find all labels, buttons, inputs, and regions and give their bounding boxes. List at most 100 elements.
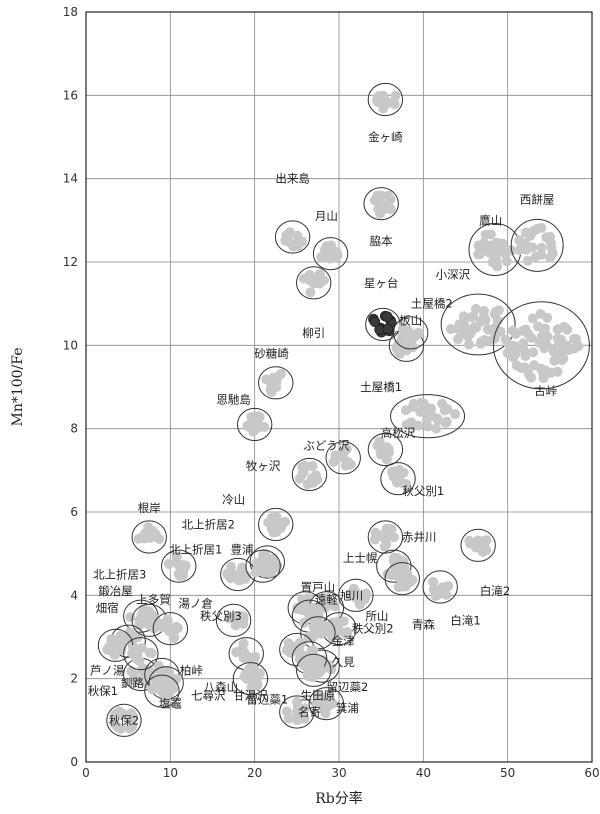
data-point	[306, 645, 317, 656]
data-point	[299, 703, 310, 714]
cluster-label: 柳引	[302, 326, 325, 340]
x-tick-label: 50	[500, 766, 515, 780]
cluster-label: 豊浦	[231, 543, 254, 557]
cluster-group	[291, 457, 328, 492]
plot-frame	[85, 11, 593, 763]
data-point	[103, 642, 114, 653]
data-point	[464, 535, 475, 546]
data-point	[520, 351, 531, 362]
cluster-label: 白滝1	[450, 613, 480, 627]
data-point	[381, 539, 392, 550]
cluster-ellipse	[367, 520, 404, 554]
data-point	[325, 244, 336, 255]
x-tick-label: 60	[584, 766, 599, 780]
cluster-group	[308, 687, 345, 721]
cluster-group	[492, 301, 590, 390]
cluster-group	[390, 394, 466, 439]
data-point	[297, 236, 308, 247]
plot-border	[85, 11, 593, 763]
cluster-label: 柏峠	[180, 663, 203, 677]
data-point	[239, 647, 250, 658]
data-point	[264, 568, 275, 579]
cluster-group	[384, 562, 420, 596]
data-point	[503, 339, 514, 350]
cluster-ellipse	[245, 549, 281, 583]
data-point	[390, 466, 401, 477]
data-point	[525, 230, 536, 241]
data-point	[407, 575, 418, 586]
data-point	[564, 344, 575, 355]
data-point	[470, 303, 481, 314]
data-point	[440, 417, 451, 428]
y-tick-label: 8	[70, 422, 78, 436]
data-point	[302, 593, 313, 604]
y-tick-label: 18	[63, 5, 78, 19]
data-point	[389, 99, 400, 110]
cluster-group	[367, 520, 404, 554]
data-point	[552, 341, 563, 352]
data-point	[138, 533, 149, 544]
cluster-label: 高松沢	[381, 426, 416, 440]
data-point	[520, 324, 531, 335]
cluster-label: 根岸	[138, 501, 161, 515]
cluster-ellipse	[258, 366, 294, 400]
data-point	[452, 334, 463, 345]
cluster-group	[106, 703, 142, 737]
cluster-label: 置戸山	[301, 580, 336, 594]
data-point	[246, 412, 257, 423]
y-tick-label: 0	[70, 755, 78, 769]
data-point	[493, 305, 504, 316]
data-point	[545, 252, 556, 263]
cluster-label: 上士幌	[343, 551, 378, 565]
cluster-label: 土屋橋1	[360, 380, 402, 394]
cluster-ellipse	[232, 662, 269, 696]
cluster-group	[367, 432, 404, 467]
cluster-label: 脇本	[370, 234, 393, 248]
data-point	[330, 450, 341, 461]
cluster-ellipse	[422, 570, 458, 604]
y-tick-label: 6	[70, 505, 78, 519]
data-point	[342, 456, 353, 467]
cluster-ellipse	[510, 218, 564, 272]
cluster-label: 金津	[332, 634, 355, 648]
cluster-ellipse	[492, 301, 590, 390]
data-point	[231, 647, 242, 658]
data-point	[428, 576, 439, 587]
data-point	[369, 316, 381, 328]
data-point	[393, 571, 404, 582]
cluster-label: 出来島	[275, 172, 310, 186]
data-point	[558, 353, 569, 364]
cluster-group	[296, 653, 332, 687]
cluster-label: 秋父別1	[402, 484, 444, 498]
cluster-label: 箕浦	[336, 701, 359, 715]
data-point	[369, 534, 380, 545]
cluster-group	[296, 266, 332, 300]
cluster-label: 旭川	[340, 588, 363, 602]
cluster-group	[363, 187, 399, 221]
cluster-label: 月山	[315, 209, 338, 223]
y-tick-label: 10	[63, 338, 78, 352]
data-point	[474, 249, 485, 260]
y-tick-label: 4	[70, 588, 78, 602]
cluster-label: 星ヶ台	[364, 276, 399, 290]
x-tick-label: 30	[331, 766, 346, 780]
data-point	[307, 633, 318, 644]
cluster-label: 名寄	[298, 705, 321, 719]
data-point	[237, 562, 248, 573]
data-point	[264, 555, 275, 566]
data-point	[308, 621, 319, 632]
data-point	[571, 334, 582, 345]
data-point	[495, 326, 506, 337]
cluster-label: 留辺蘂1	[246, 693, 288, 707]
data-point	[442, 404, 453, 415]
cluster-group	[367, 82, 404, 117]
cluster-label: 芦ノ湯	[90, 663, 125, 677]
data-point	[475, 337, 486, 348]
data-point	[519, 362, 530, 373]
cluster-label: 砂糖崎	[254, 347, 289, 361]
cluster-label: 北上折居2	[182, 518, 235, 532]
cluster-label: 鷹山	[479, 213, 502, 227]
cluster-label: 遠軽	[315, 593, 338, 607]
data-point	[395, 348, 406, 359]
